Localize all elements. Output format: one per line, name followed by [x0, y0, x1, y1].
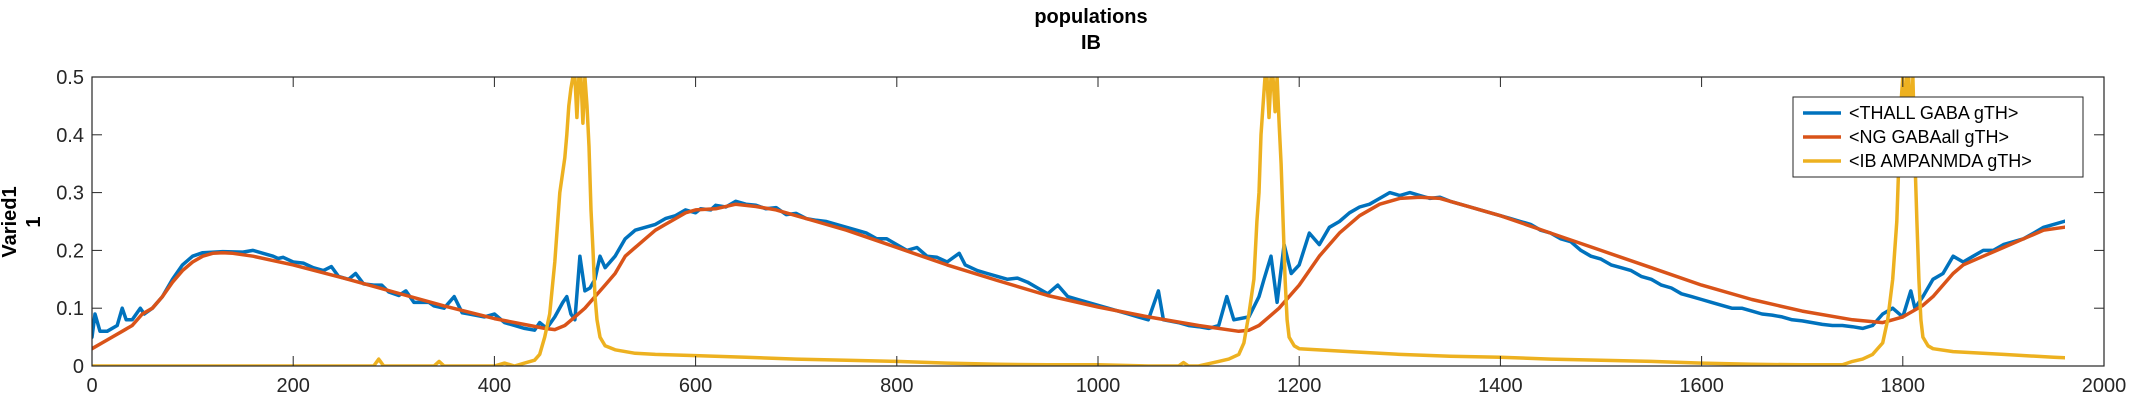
y-axis-label-line-1: Varied1	[0, 186, 21, 257]
legend-label: <IB AMPANMDA gTH>	[1849, 151, 2032, 171]
x-tick-label: 200	[277, 375, 310, 397]
x-tick-label: 1000	[1076, 375, 1121, 397]
x-tick-label: 1800	[1881, 375, 1926, 397]
legend-box	[1792, 96, 2084, 178]
y-tick-label: 0	[73, 356, 84, 378]
y-tick-label: 0.4	[56, 125, 84, 147]
legend: <THALL GABA gTH> <NG GABAall gTH> <IB AMPA…	[1792, 96, 2084, 178]
series-line-3	[92, 77, 2065, 366]
legend-label: <NG GABAall gTH>	[1849, 127, 2009, 147]
chart-title-line-1: populations	[1034, 6, 1147, 28]
series-line-1	[92, 190, 2065, 339]
legend-label: <THALL GABA gTH>	[1849, 103, 2018, 123]
x-tick-label: 400	[478, 375, 511, 397]
x-tick-label: 1200	[1277, 375, 1322, 397]
y-tick-label: 0.3	[56, 183, 84, 205]
x-tick-label: 600	[679, 375, 712, 397]
series-layer	[92, 77, 2065, 366]
y-tick-label: 0.2	[56, 240, 84, 262]
chart-title-line-2: IB	[1081, 32, 1101, 54]
x-tick-label: 1600	[1679, 375, 1724, 397]
x-tick-label: 2000	[2082, 375, 2127, 397]
y-axis-label-line-2: 1	[23, 216, 45, 227]
x-tick-label: 0	[86, 375, 97, 397]
axes: 0 200 400 600 800 1000 1200 1400 1600 1800 2000 0 0.…	[56, 67, 2126, 397]
series-line-2	[92, 195, 2065, 351]
x-tick-label: 1400	[1478, 375, 1523, 397]
x-tick-label: 800	[880, 375, 913, 397]
y-tick-label: 0.5	[56, 67, 84, 89]
y-tick-label: 0.1	[56, 298, 84, 320]
